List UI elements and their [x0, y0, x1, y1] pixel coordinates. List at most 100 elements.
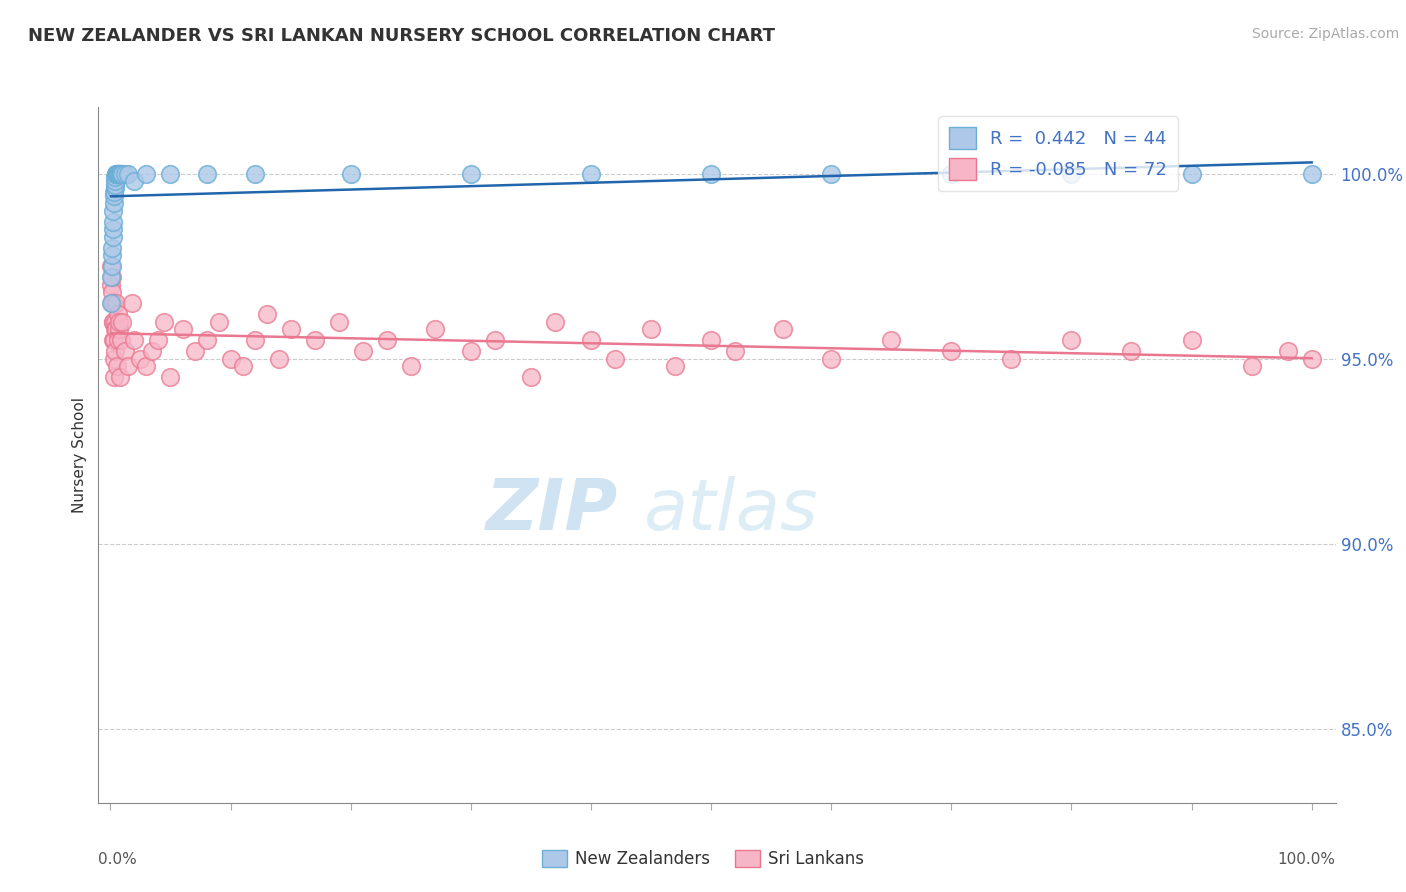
Point: [108, 167, 131, 181]
Point: [544, 315, 567, 329]
Point: [232, 359, 254, 373]
Point: [101, 296, 124, 310]
Point: [111, 167, 134, 181]
Point: [1180, 333, 1202, 347]
Point: [148, 333, 170, 347]
Point: [195, 333, 218, 347]
Point: [700, 167, 723, 181]
Point: [520, 370, 543, 384]
Point: [1121, 344, 1143, 359]
Point: [304, 333, 326, 347]
Point: [100, 296, 122, 310]
Point: [104, 344, 127, 359]
Point: [103, 189, 125, 203]
Point: [183, 344, 205, 359]
Point: [339, 167, 361, 181]
Point: [219, 351, 242, 366]
Legend: R =  0.442   N = 44, R = -0.085   N = 72: R = 0.442 N = 44, R = -0.085 N = 72: [938, 116, 1178, 191]
Point: [101, 229, 124, 244]
Point: [107, 167, 129, 181]
Point: [105, 359, 128, 373]
Point: [135, 359, 157, 373]
Point: [772, 322, 794, 336]
Point: [941, 344, 963, 359]
Point: [105, 167, 128, 181]
Point: [460, 344, 482, 359]
Point: [108, 315, 131, 329]
Point: [100, 259, 122, 273]
Point: [108, 322, 131, 336]
Point: [101, 248, 124, 262]
Point: [103, 333, 125, 347]
Point: [375, 333, 398, 347]
Point: [104, 174, 127, 188]
Point: [423, 322, 446, 336]
Point: [579, 167, 602, 181]
Point: [1277, 344, 1299, 359]
Point: [820, 351, 842, 366]
Point: [117, 359, 139, 373]
Point: [104, 322, 127, 336]
Point: [105, 167, 128, 181]
Point: [107, 167, 129, 181]
Point: [159, 167, 181, 181]
Point: [103, 196, 125, 211]
Point: [1060, 167, 1083, 181]
Point: [101, 215, 124, 229]
Point: [107, 307, 129, 321]
Point: [110, 167, 132, 181]
Point: [724, 344, 747, 359]
Point: [104, 178, 127, 192]
Point: [1000, 351, 1022, 366]
Text: 100.0%: 100.0%: [1278, 852, 1336, 867]
Point: [108, 167, 131, 181]
Point: [153, 315, 176, 329]
Text: NEW ZEALANDER VS SRI LANKAN NURSERY SCHOOL CORRELATION CHART: NEW ZEALANDER VS SRI LANKAN NURSERY SCHO…: [28, 27, 775, 45]
Point: [159, 370, 181, 384]
Text: ZIP: ZIP: [486, 476, 619, 545]
Point: [104, 170, 127, 185]
Point: [328, 315, 350, 329]
Point: [700, 333, 723, 347]
Text: atlas: atlas: [643, 476, 817, 545]
Point: [110, 167, 132, 181]
Point: [103, 185, 125, 199]
Point: [640, 322, 662, 336]
Point: [280, 322, 302, 336]
Y-axis label: Nursery School: Nursery School: [72, 397, 87, 513]
Point: [820, 167, 842, 181]
Point: [124, 174, 146, 188]
Point: [101, 315, 124, 329]
Point: [256, 307, 278, 321]
Point: [1180, 167, 1202, 181]
Point: [101, 285, 124, 299]
Point: [1301, 167, 1323, 181]
Legend: New Zealanders, Sri Lankans: New Zealanders, Sri Lankans: [536, 843, 870, 875]
Point: [195, 167, 218, 181]
Point: [101, 222, 124, 236]
Point: [104, 181, 127, 195]
Point: [484, 333, 506, 347]
Point: [207, 315, 229, 329]
Point: [100, 277, 122, 292]
Point: [100, 270, 122, 285]
Point: [101, 333, 124, 347]
Point: [880, 333, 903, 347]
Point: [107, 333, 129, 347]
Point: [460, 167, 482, 181]
Point: [399, 359, 422, 373]
Point: [111, 315, 134, 329]
Point: [104, 315, 127, 329]
Text: Source: ZipAtlas.com: Source: ZipAtlas.com: [1251, 27, 1399, 41]
Point: [1301, 351, 1323, 366]
Point: [101, 270, 124, 285]
Point: [110, 333, 132, 347]
Point: [352, 344, 374, 359]
Point: [100, 296, 122, 310]
Point: [243, 167, 266, 181]
Point: [104, 296, 127, 310]
Point: [104, 167, 127, 181]
Point: [121, 296, 143, 310]
Point: [103, 315, 125, 329]
Point: [579, 333, 602, 347]
